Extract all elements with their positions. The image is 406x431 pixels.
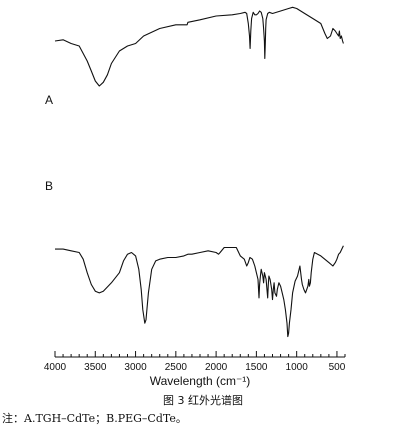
x-tick-label: 1000 (286, 362, 309, 373)
series-label-b: B (45, 179, 53, 193)
series-line-a (54, 6, 344, 87)
x-axis: 4000 3500 3000 2500 2000 1500 1000 500 (44, 351, 346, 373)
x-tick-label: 500 (329, 362, 346, 373)
x-tick-label: 2000 (205, 362, 228, 373)
series-labels: AB (45, 93, 53, 193)
x-tick-label: 3000 (124, 362, 147, 373)
series-line-b (55, 245, 344, 338)
x-axis-title: Wavelength (cm⁻¹) (150, 374, 251, 388)
series-group (54, 6, 344, 338)
x-tick-label: 4000 (44, 362, 67, 373)
x-tick-label: 3500 (84, 362, 107, 373)
x-tick-label: 2500 (165, 362, 188, 373)
series-label-a: A (45, 93, 53, 107)
figure-note: 注：A.TGH–CdTe；B.PEG–CdTe。 (2, 412, 187, 425)
x-tick-label: 1500 (245, 362, 268, 373)
figure-caption: 图 3 红外光谱图 (163, 394, 243, 407)
